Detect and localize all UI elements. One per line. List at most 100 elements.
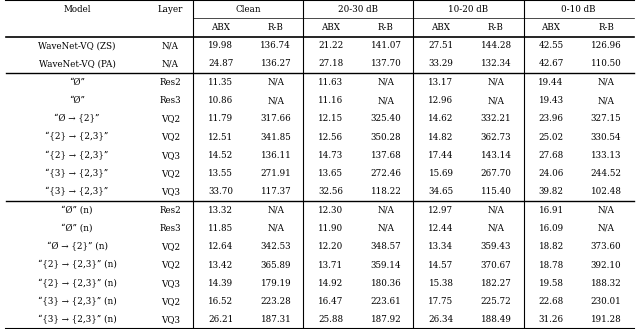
- Text: 359.43: 359.43: [481, 242, 511, 251]
- Text: “Ø → {2}”: “Ø → {2}”: [54, 114, 100, 123]
- Text: 11.35: 11.35: [208, 78, 233, 87]
- Text: VQ3: VQ3: [161, 151, 180, 160]
- Text: 12.15: 12.15: [318, 114, 344, 123]
- Text: 188.49: 188.49: [481, 316, 511, 324]
- Text: 21.22: 21.22: [318, 41, 344, 50]
- Text: “{3} → {2,3}”: “{3} → {2,3}”: [45, 169, 109, 178]
- Text: 348.57: 348.57: [371, 242, 401, 251]
- Text: Clean: Clean: [236, 5, 261, 13]
- Text: 11.16: 11.16: [318, 96, 344, 105]
- Text: N/A: N/A: [378, 96, 394, 105]
- Text: 126.96: 126.96: [591, 41, 621, 50]
- Text: 15.69: 15.69: [428, 169, 454, 178]
- Text: 117.37: 117.37: [260, 188, 291, 196]
- Text: 342.53: 342.53: [260, 242, 291, 251]
- Text: 191.28: 191.28: [591, 316, 621, 324]
- Text: R-B: R-B: [488, 23, 504, 32]
- Text: VQ2: VQ2: [161, 242, 180, 251]
- Text: 24.06: 24.06: [538, 169, 564, 178]
- Text: 19.58: 19.58: [538, 279, 564, 288]
- Text: 271.91: 271.91: [260, 169, 291, 178]
- Text: 136.74: 136.74: [260, 41, 291, 50]
- Text: 13.17: 13.17: [428, 78, 454, 87]
- Text: VQ2: VQ2: [161, 169, 180, 178]
- Text: 22.68: 22.68: [538, 297, 564, 306]
- Text: 42.55: 42.55: [538, 41, 564, 50]
- Text: 225.72: 225.72: [481, 297, 511, 306]
- Text: 187.92: 187.92: [371, 316, 401, 324]
- Text: 14.52: 14.52: [208, 151, 234, 160]
- Text: Res2: Res2: [159, 78, 181, 87]
- Text: N/A: N/A: [598, 206, 614, 215]
- Text: ABX: ABX: [431, 23, 451, 32]
- Text: 180.36: 180.36: [371, 279, 401, 288]
- Text: 14.62: 14.62: [428, 114, 454, 123]
- Text: VQ3: VQ3: [161, 188, 180, 196]
- Text: 27.51: 27.51: [428, 41, 454, 50]
- Text: Layer: Layer: [157, 5, 183, 13]
- Text: “{3} → {2,3}” (n): “{3} → {2,3}” (n): [38, 297, 116, 306]
- Text: 13.32: 13.32: [208, 206, 233, 215]
- Text: 16.47: 16.47: [318, 297, 344, 306]
- Text: 365.89: 365.89: [260, 261, 291, 269]
- Text: 11.90: 11.90: [318, 224, 344, 233]
- Text: 362.73: 362.73: [481, 133, 511, 141]
- Text: ABX: ABX: [541, 23, 561, 32]
- Text: “{2} → {2,3}”: “{2} → {2,3}”: [45, 151, 109, 160]
- Text: 12.64: 12.64: [208, 242, 234, 251]
- Text: 42.67: 42.67: [538, 60, 564, 68]
- Text: “{2} → {2,3}” (n): “{2} → {2,3}” (n): [38, 279, 116, 288]
- Text: VQ2: VQ2: [161, 133, 180, 141]
- Text: 272.46: 272.46: [371, 169, 401, 178]
- Text: VQ3: VQ3: [161, 316, 180, 324]
- Text: 11.85: 11.85: [208, 224, 234, 233]
- Text: N/A: N/A: [268, 96, 284, 105]
- Text: 10-20 dB: 10-20 dB: [449, 5, 488, 13]
- Text: 12.97: 12.97: [428, 206, 454, 215]
- Text: 14.92: 14.92: [318, 279, 344, 288]
- Text: “Ø”: “Ø”: [69, 78, 85, 87]
- Text: N/A: N/A: [598, 96, 614, 105]
- Text: 33.29: 33.29: [429, 60, 453, 68]
- Text: Res3: Res3: [159, 224, 181, 233]
- Text: 14.57: 14.57: [428, 261, 454, 269]
- Text: 14.82: 14.82: [428, 133, 454, 141]
- Text: 115.40: 115.40: [481, 188, 511, 196]
- Text: 373.60: 373.60: [591, 242, 621, 251]
- Text: 223.28: 223.28: [260, 297, 291, 306]
- Text: 16.91: 16.91: [538, 206, 564, 215]
- Text: 182.27: 182.27: [481, 279, 511, 288]
- Text: 12.30: 12.30: [318, 206, 344, 215]
- Text: 27.68: 27.68: [538, 151, 564, 160]
- Text: R-B: R-B: [268, 23, 284, 32]
- Text: 13.65: 13.65: [318, 169, 344, 178]
- Text: 17.75: 17.75: [428, 297, 454, 306]
- Text: Res2: Res2: [159, 206, 181, 215]
- Text: 13.55: 13.55: [209, 169, 233, 178]
- Text: 110.50: 110.50: [591, 60, 621, 68]
- Text: 12.51: 12.51: [208, 133, 234, 141]
- Text: 16.09: 16.09: [538, 224, 564, 233]
- Text: 18.78: 18.78: [538, 261, 564, 269]
- Text: N/A: N/A: [488, 206, 504, 215]
- Text: 330.54: 330.54: [591, 133, 621, 141]
- Text: 325.40: 325.40: [371, 114, 401, 123]
- Text: N/A: N/A: [378, 78, 394, 87]
- Text: 188.32: 188.32: [591, 279, 621, 288]
- Text: 13.42: 13.42: [208, 261, 234, 269]
- Text: N/A: N/A: [268, 78, 284, 87]
- Text: 370.67: 370.67: [481, 261, 511, 269]
- Text: 17.44: 17.44: [428, 151, 454, 160]
- Text: 143.14: 143.14: [481, 151, 511, 160]
- Text: 13.71: 13.71: [318, 261, 344, 269]
- Text: N/A: N/A: [598, 224, 614, 233]
- Text: N/A: N/A: [488, 78, 504, 87]
- Text: 350.28: 350.28: [371, 133, 401, 141]
- Text: N/A: N/A: [162, 60, 179, 68]
- Text: 32.56: 32.56: [318, 188, 344, 196]
- Text: 23.96: 23.96: [538, 114, 564, 123]
- Text: 19.44: 19.44: [538, 78, 564, 87]
- Text: N/A: N/A: [488, 224, 504, 233]
- Text: 136.11: 136.11: [260, 151, 291, 160]
- Text: “{3} → {2,3}”: “{3} → {2,3}”: [45, 188, 109, 196]
